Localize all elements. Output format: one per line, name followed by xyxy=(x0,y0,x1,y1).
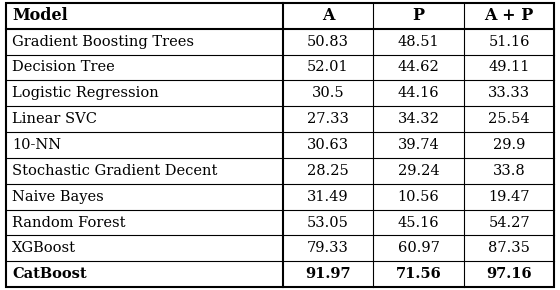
Text: 28.25: 28.25 xyxy=(307,164,349,178)
Text: Linear SVC: Linear SVC xyxy=(12,112,97,126)
Text: 97.16: 97.16 xyxy=(486,267,532,281)
Text: P: P xyxy=(413,7,424,24)
Text: 53.05: 53.05 xyxy=(307,215,349,229)
Text: 29.9: 29.9 xyxy=(493,138,525,152)
Text: Stochastic Gradient Decent: Stochastic Gradient Decent xyxy=(12,164,218,178)
Text: 30.5: 30.5 xyxy=(312,86,344,100)
Text: 87.35: 87.35 xyxy=(488,241,530,255)
Text: 30.63: 30.63 xyxy=(307,138,349,152)
Text: 25.54: 25.54 xyxy=(488,112,530,126)
Text: 45.16: 45.16 xyxy=(398,215,440,229)
Text: XGBoost: XGBoost xyxy=(12,241,76,255)
Text: 50.83: 50.83 xyxy=(307,35,349,49)
Text: Logistic Regression: Logistic Regression xyxy=(12,86,159,100)
Text: 39.74: 39.74 xyxy=(398,138,440,152)
Text: Naive Bayes: Naive Bayes xyxy=(12,190,104,204)
Text: 60.97: 60.97 xyxy=(398,241,440,255)
Text: 54.27: 54.27 xyxy=(488,215,530,229)
Text: 33.8: 33.8 xyxy=(493,164,525,178)
Text: 71.56: 71.56 xyxy=(396,267,441,281)
Text: 52.01: 52.01 xyxy=(307,61,349,75)
Text: 49.11: 49.11 xyxy=(488,61,530,75)
Text: 51.16: 51.16 xyxy=(488,35,530,49)
Text: 48.51: 48.51 xyxy=(398,35,440,49)
Text: Random Forest: Random Forest xyxy=(12,215,126,229)
Text: 44.62: 44.62 xyxy=(398,61,440,75)
Text: A + P: A + P xyxy=(484,7,534,24)
Text: 10-NN: 10-NN xyxy=(12,138,62,152)
Text: Decision Tree: Decision Tree xyxy=(12,61,115,75)
Text: 10.56: 10.56 xyxy=(398,190,440,204)
Text: A: A xyxy=(322,7,334,24)
Text: 29.24: 29.24 xyxy=(398,164,440,178)
Text: Model: Model xyxy=(12,7,68,24)
Text: CatBoost: CatBoost xyxy=(12,267,87,281)
Text: 79.33: 79.33 xyxy=(307,241,349,255)
Text: 27.33: 27.33 xyxy=(307,112,349,126)
Text: 19.47: 19.47 xyxy=(488,190,530,204)
Text: 31.49: 31.49 xyxy=(307,190,349,204)
Text: 34.32: 34.32 xyxy=(398,112,440,126)
Text: Gradient Boosting Trees: Gradient Boosting Trees xyxy=(12,35,194,49)
Text: 33.33: 33.33 xyxy=(488,86,530,100)
Text: 44.16: 44.16 xyxy=(398,86,440,100)
Text: 91.97: 91.97 xyxy=(305,267,351,281)
